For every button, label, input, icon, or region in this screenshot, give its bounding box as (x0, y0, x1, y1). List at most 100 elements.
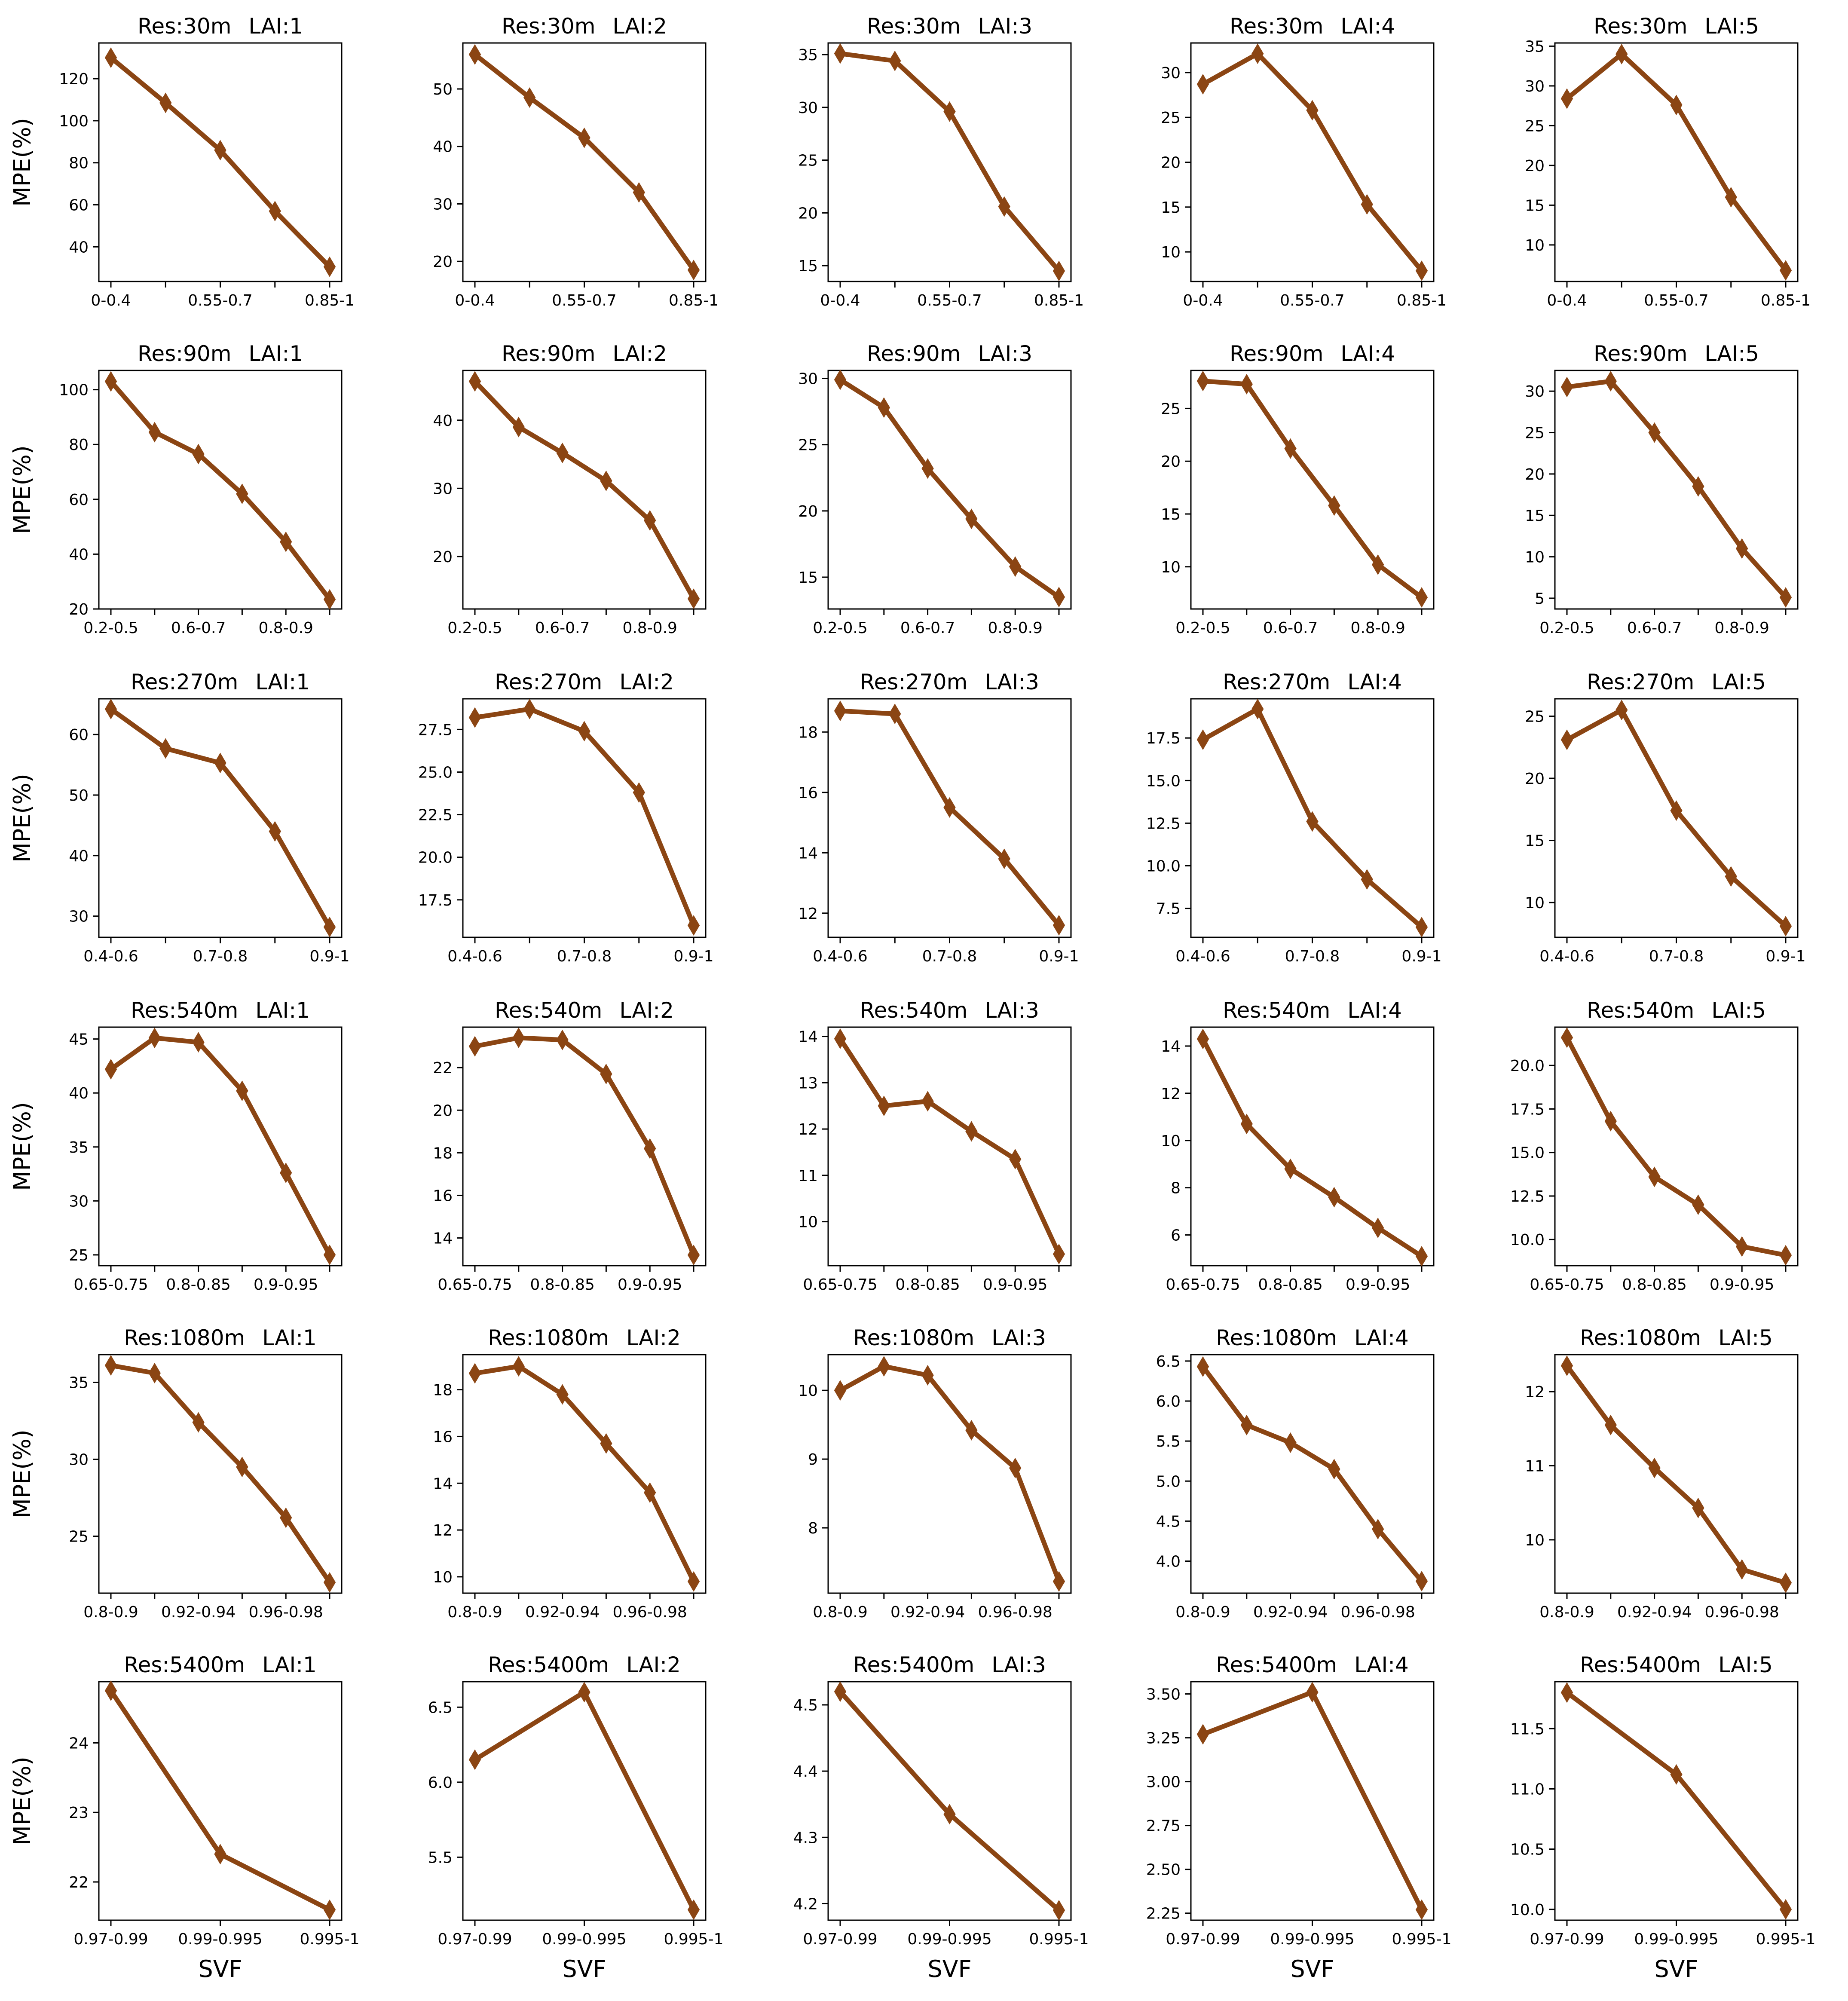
plot-frame (827, 1026, 1072, 1267)
y-tick-label: 10 (1525, 237, 1545, 254)
y-tick-label: 11 (798, 1167, 818, 1185)
y-tick-label: 15.0 (1146, 772, 1181, 790)
subplot-title: Res:270m LAI:1 (131, 670, 310, 695)
subplot-6-2: Res:5400m LAI:2 0.97-0.99 0.99-0.995 0.995-1… (428, 1652, 724, 1983)
data-point-diamond (512, 1356, 525, 1377)
series-line (1200, 1364, 1424, 1584)
y-tick-label: 4.5 (1156, 1513, 1181, 1530)
data-point-diamond (1240, 373, 1253, 395)
data-point-diamond (159, 738, 172, 759)
y-tick-label: 5.5 (428, 1849, 453, 1866)
x-tick-label: 0.9-0.95 (254, 1276, 318, 1294)
title-lai: LAI:4 (1347, 670, 1402, 695)
x-tick-label: 0.9-1 (1401, 948, 1441, 965)
data-point-diamond (556, 1384, 569, 1405)
series-line (838, 1689, 1062, 1913)
subplot-6-3: Res:5400m LAI:3 0.97-0.99 0.99-0.995 0.995-1… (793, 1652, 1089, 1983)
y-tick-label: 25 (1525, 708, 1545, 725)
data-point-diamond (1053, 1571, 1065, 1592)
data-point-diamond (687, 1899, 700, 1920)
title-resolution: Res:1080m (488, 1325, 609, 1350)
x-axis-label: SVF (562, 1955, 606, 1983)
data-point-diamond (1196, 370, 1209, 392)
series-line (472, 707, 696, 928)
data-point-diamond (1648, 1166, 1661, 1187)
data-point-diamond (1053, 915, 1065, 936)
x-tick-label: 0.55-0.7 (552, 292, 616, 309)
title-resolution: Res:5400m (853, 1652, 974, 1677)
data-point-diamond (687, 915, 700, 936)
data-point-diamond (1306, 811, 1319, 832)
x-tick-label: 0.995-1 (300, 1931, 360, 1948)
data-point-diamond (280, 1507, 292, 1528)
data-point-diamond (214, 140, 226, 161)
y-tick-label: 10.5 (1510, 1841, 1545, 1859)
title-lai: LAI:1 (262, 1325, 317, 1350)
data-point-diamond (269, 821, 281, 842)
subplot-5-1: Res:1080m LAI:1 0.8-0.9 0.92-0.94 0.96-0.98 2… (9, 1325, 343, 1621)
y-tick-label: 4.3 (793, 1829, 818, 1847)
y-tick-label: 30 (69, 1193, 89, 1210)
x-tick-label: 0.55-0.7 (917, 292, 982, 309)
y-tick-label: 20 (1525, 770, 1545, 788)
subplot-title: Res:270m LAI:4 (1223, 670, 1402, 695)
y-tick-label: 15 (1525, 832, 1545, 850)
title-lai: LAI:5 (1718, 1652, 1773, 1677)
plot-frame (1190, 1681, 1435, 1921)
data-point-diamond (1053, 260, 1065, 281)
data-point-diamond (104, 1680, 117, 1701)
x-tick-label: 0.2-0.5 (1539, 619, 1594, 637)
subplot-1-5: Res:30m LAI:5 0-0.4 0.55-0.7 0.85-1 10 15 20 25 3… (1525, 14, 1811, 309)
data-point-diamond (1361, 194, 1373, 215)
y-tick-label: 50 (69, 787, 89, 805)
x-tick-label: 0.9-1 (1039, 948, 1079, 965)
subplot-2-3: Res:90m LAI:3 0.2-0.5 0.6-0.7 0.8-0.9 15 20 25 3… (798, 341, 1072, 637)
title-lai: LAI:3 (991, 1325, 1046, 1350)
subplot-title: Res:90m LAI:4 (1230, 341, 1395, 366)
data-point-diamond (1284, 1158, 1297, 1179)
data-point-diamond (236, 1080, 248, 1101)
x-tick-label: 0.96-0.98 (978, 1603, 1053, 1621)
y-tick-label: 20 (69, 601, 89, 618)
y-tick-label: 80 (69, 436, 89, 454)
title-resolution: Res:5400m (124, 1652, 245, 1677)
plot-frame (98, 370, 343, 610)
x-tick-label: 0.55-0.7 (1280, 292, 1344, 309)
subplot-1-1: Res:30m LAI:1 0-0.4 0.55-0.7 0.85-1 40 60 80 100… (9, 14, 355, 309)
data-point-diamond (1560, 376, 1573, 398)
data-point-diamond (1009, 1149, 1022, 1170)
x-tick-label: 0.96-0.98 (613, 1603, 687, 1621)
title-lai: LAI:4 (1354, 1652, 1409, 1677)
x-tick-label: 0.6-0.7 (1627, 619, 1682, 637)
subplot-4-4: Res:540m LAI:4 0.65-0.75 0.8-0.85 0.9-0.95 6 8… (1161, 998, 1435, 1294)
subplot-title: Res:90m LAI:5 (1594, 341, 1759, 366)
title-lai: LAI:5 (1711, 998, 1766, 1023)
y-axis-label: MPE(%) (9, 1429, 36, 1518)
x-tick-label: 0.4-0.6 (447, 948, 502, 965)
plot-frame (1554, 1681, 1799, 1921)
subplot-2-1: Res:90m LAI:1 0.2-0.5 0.6-0.7 0.8-0.9 20 40 60 8… (9, 341, 343, 637)
data-point-diamond (965, 1420, 978, 1441)
data-point-diamond (1779, 587, 1792, 608)
y-tick-label: 10 (433, 1569, 453, 1586)
y-tick-label: 12 (798, 905, 818, 923)
subplot-title: Res:30m LAI:5 (1594, 14, 1759, 39)
subplot-title: Res:5400m LAI:4 (1216, 1652, 1409, 1677)
y-tick-label: 25 (1161, 109, 1181, 127)
plot-frame (462, 42, 707, 282)
y-tick-label: 27.5 (418, 721, 453, 739)
data-point-diamond (269, 201, 281, 222)
y-tick-label: 20 (1525, 466, 1545, 483)
x-tick-label: 0.99-0.995 (542, 1931, 626, 1948)
series-line (838, 51, 1062, 273)
y-tick-label: 9 (808, 1451, 818, 1469)
subplot-title: Res:90m LAI:2 (502, 341, 667, 366)
data-point-diamond (578, 127, 591, 148)
x-tick-label: 0.92-0.94 (161, 1603, 236, 1621)
y-tick-label: 18 (798, 724, 818, 741)
x-tick-label: 0.8-0.9 (258, 619, 313, 637)
data-point-diamond (1560, 88, 1573, 109)
y-tick-label: 10 (1525, 549, 1545, 566)
data-point-diamond (1328, 1187, 1340, 1208)
data-point-diamond (1372, 554, 1384, 575)
